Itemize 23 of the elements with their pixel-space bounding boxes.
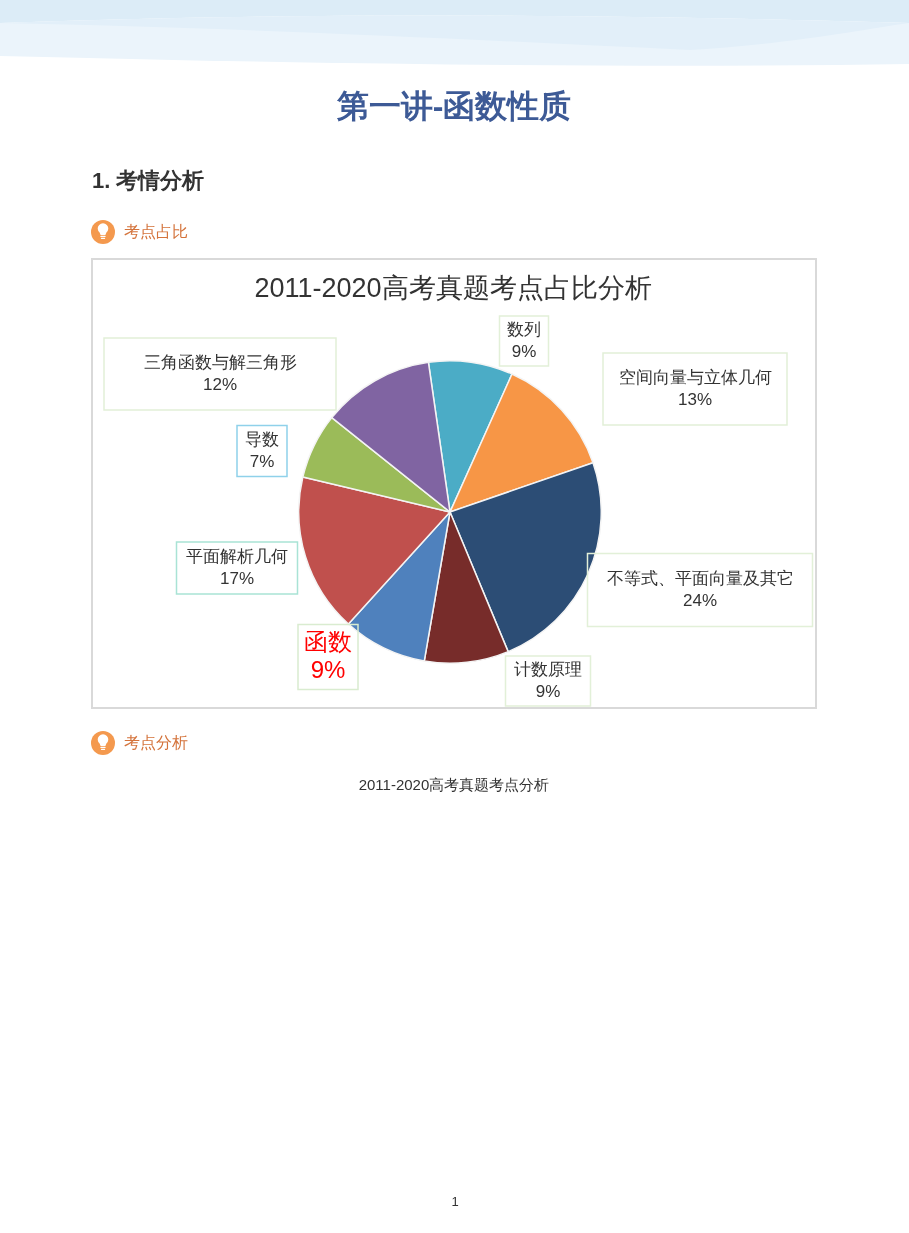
data-label: 24%: [682, 590, 718, 610]
text: 第一讲-函数性质: [336, 88, 572, 124]
text: 2011-2020高考真题考点分析: [358, 776, 550, 793]
text: 考点占比: [124, 223, 188, 240]
text: 1. 考情分析: [92, 168, 205, 193]
data-label: 17%: [219, 568, 255, 588]
text: 考点分析: [124, 734, 188, 751]
data-label: 12%: [202, 374, 238, 394]
slice-label: 计数原理: [514, 659, 582, 679]
slice-label: 导数: [245, 429, 279, 449]
chart-title: 2011-2020高考真题考点占比分析: [254, 273, 652, 304]
slice-label: 平面解析几何: [186, 546, 288, 566]
data-label: 9%: [535, 681, 561, 701]
slice-label: 数列: [507, 319, 541, 339]
slice-label: 三角函数与解三角形: [143, 352, 297, 372]
slice-label: 函数: [304, 627, 352, 655]
data-label: 9%: [310, 655, 346, 683]
data-label: 13%: [677, 389, 713, 409]
data-label: 9%: [511, 341, 537, 361]
slice-label: 空间向量与立体几何: [618, 367, 772, 387]
slice-label: 不等式、平面向量及其它: [606, 568, 794, 588]
text: 1: [451, 1194, 459, 1209]
data-label: 7%: [249, 451, 275, 471]
